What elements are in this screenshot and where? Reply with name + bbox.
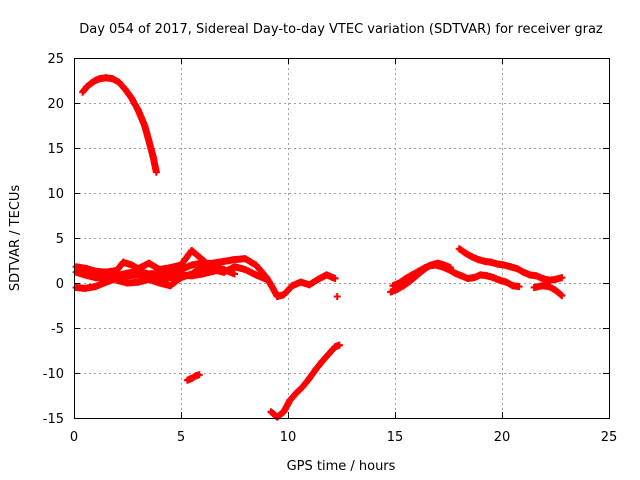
y-tick-label: -10 (43, 367, 64, 382)
series-arc-right-b (389, 259, 455, 290)
data-layer (72, 74, 566, 421)
data-point (323, 271, 339, 282)
y-axis-label: SDTVAR / TECUs (8, 185, 23, 292)
y-tick-label: 25 (47, 52, 64, 67)
axis-ticks: 0 5 10 15 20 25 -15 -10 -5 0 5 10 15 20 25 (43, 52, 618, 445)
y-tick-label: 20 (47, 97, 64, 112)
x-tick-label: 15 (387, 430, 404, 445)
y-tick-label: -5 (51, 322, 64, 337)
data-point (509, 282, 523, 291)
series-arc-mid-dot (333, 293, 341, 300)
x-tick-label: 5 (177, 430, 185, 445)
y-tick-label: 15 (47, 142, 64, 157)
series-arc-right-d (530, 282, 566, 300)
data-point (552, 274, 566, 283)
y-tick-label: 5 (56, 232, 64, 247)
data-point (440, 261, 455, 272)
x-tick-label: 25 (601, 430, 618, 445)
y-tick-label: 0 (56, 277, 64, 292)
series-arc-low-seg (183, 371, 203, 384)
data-point (331, 341, 343, 351)
data-point (333, 293, 341, 300)
series-arc-right-c (455, 245, 566, 284)
chart-title: Day 054 of 2017, Sidereal Day-to-day VTE… (79, 22, 603, 37)
y-tick-label: 10 (47, 187, 64, 202)
x-tick-label: 10 (280, 430, 297, 445)
y-tick-label: -15 (43, 412, 64, 427)
data-point (252, 271, 271, 283)
x-axis-label: GPS time / hours (287, 459, 396, 474)
data-point (209, 264, 228, 273)
data-point (192, 371, 203, 380)
x-tick-label: 20 (494, 430, 511, 445)
series-arc-low (267, 341, 343, 421)
x-tick-label: 0 (70, 430, 78, 445)
series-arc-high (79, 74, 160, 176)
data-point (149, 153, 160, 176)
series-arc-main-d (113, 263, 228, 290)
data-point (552, 286, 566, 300)
